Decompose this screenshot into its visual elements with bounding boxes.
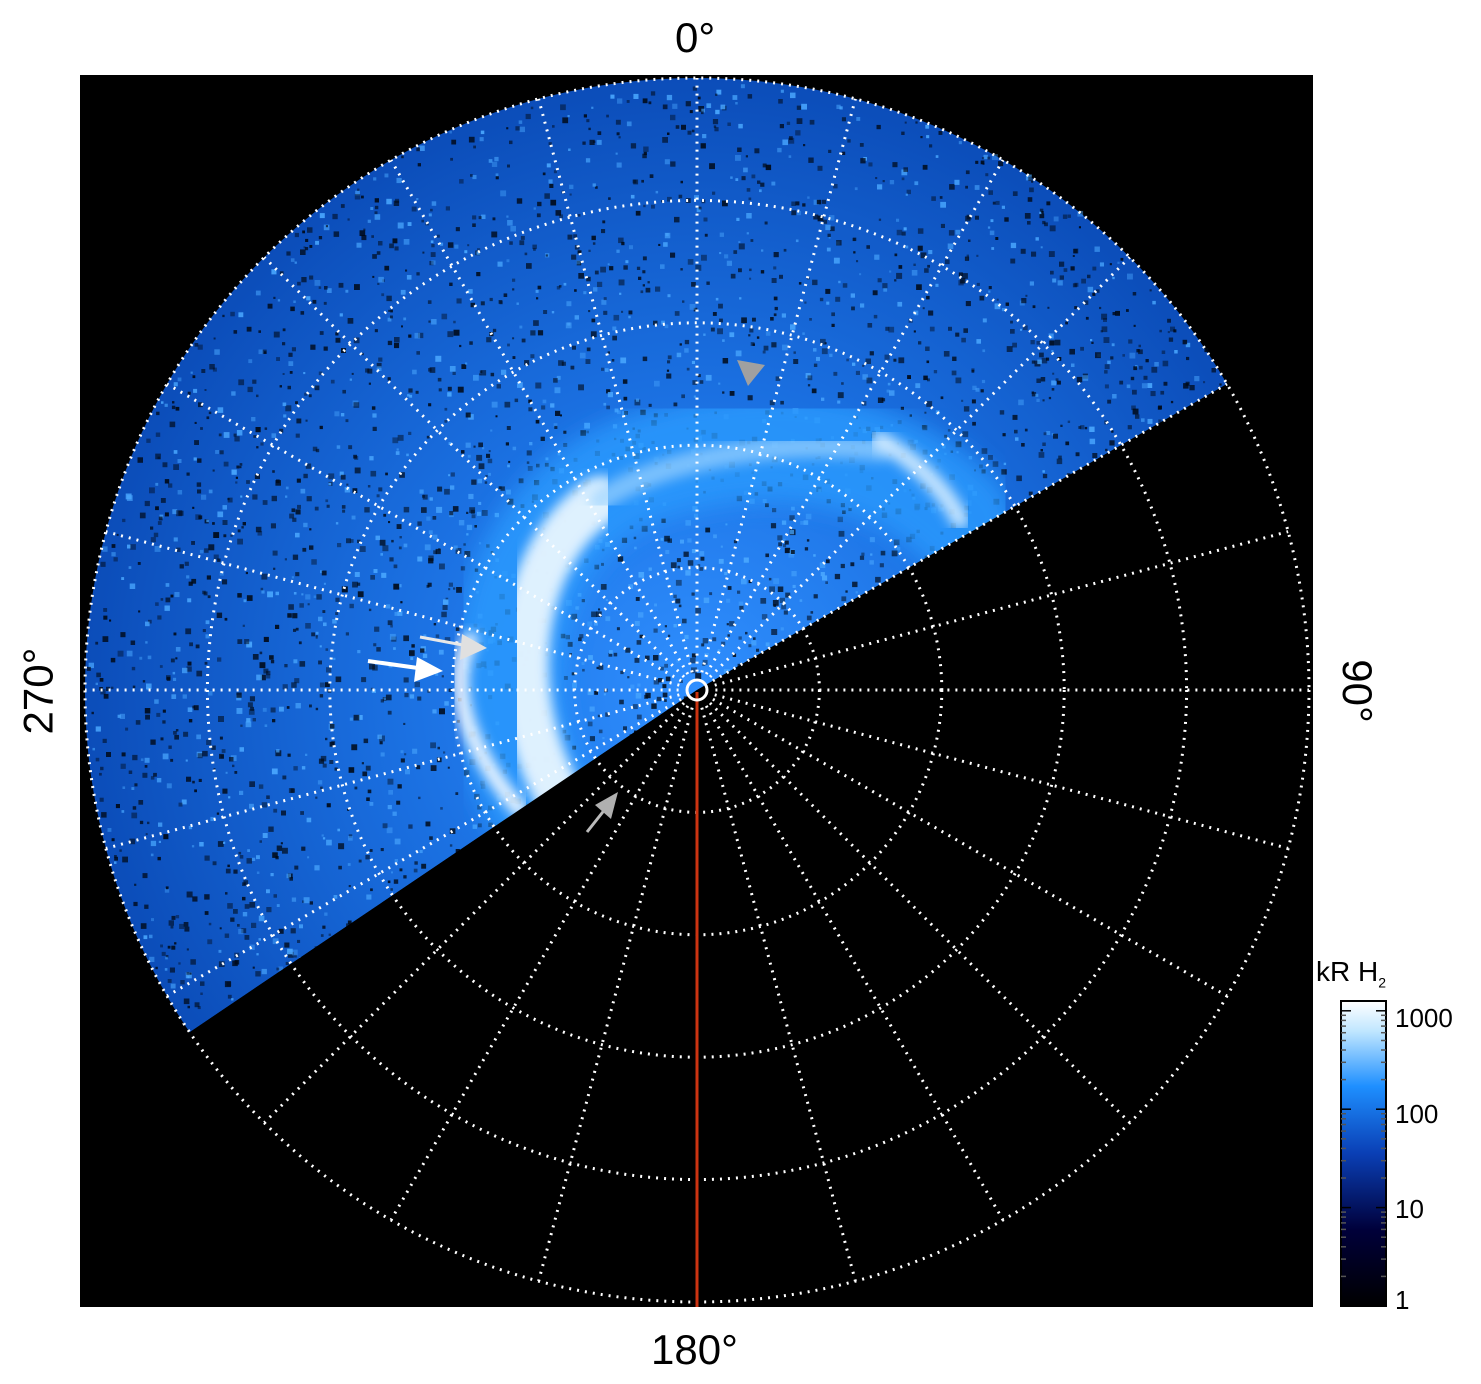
grid-spoke [166,382,682,683]
angle-label-270: 270° [14,647,62,735]
gray-arrow-bottom [585,792,618,833]
grid-spoke [714,530,1289,687]
grid-spoke [700,98,857,673]
aurora-arc [500,476,624,844]
grid-spoke [708,256,1131,679]
observed-sector [85,78,1228,1033]
unobserved-region [181,379,1313,1307]
grid-spoke [714,693,1289,850]
grid-spoke [263,256,686,679]
auroral-oval [86,84,1313,1307]
colorbar-tick-1: 1 [1395,1285,1410,1315]
white-arrow-2 [419,634,487,660]
colorbar-tick-1000: 1000 [1395,1003,1453,1033]
aurora-arc [871,431,969,529]
grid-spoke [708,701,1131,1124]
white-arrow-1 [367,657,443,682]
grid-spoke [166,697,682,998]
grid-spoke [105,530,680,687]
grid-spoke [537,98,694,673]
colorbar-tick-100: 100 [1395,1099,1439,1129]
speckle-noise [86,84,1222,1010]
grid-spoke [704,705,1005,1221]
colorbar-title: kR H2 [1316,956,1386,991]
polar-grid [83,76,1311,1304]
grid-spoke [263,701,686,1124]
angle-label-90: 90° [1333,659,1381,723]
colorbar [1340,1000,1387,1307]
angle-label-180: 180° [651,1326,738,1373]
grid-spoke [389,159,690,675]
grid-spoke [704,159,1005,675]
grid-spoke [105,693,680,850]
pole-marker [685,678,709,702]
colorbar-title-sub: 2 [1378,974,1387,991]
gray-arrow-top [737,360,765,386]
grid-spoke [700,707,857,1282]
aurora-arc [589,435,891,511]
colorbar-title-main: kR H [1316,956,1379,987]
angle-label-0: 0° [675,14,716,61]
grid-spoke [712,697,1228,998]
grid-spoke [389,705,690,1221]
grid-spoke [537,707,694,1282]
grid-spoke [712,382,1228,683]
colorbar-tick-10: 10 [1395,1194,1424,1224]
